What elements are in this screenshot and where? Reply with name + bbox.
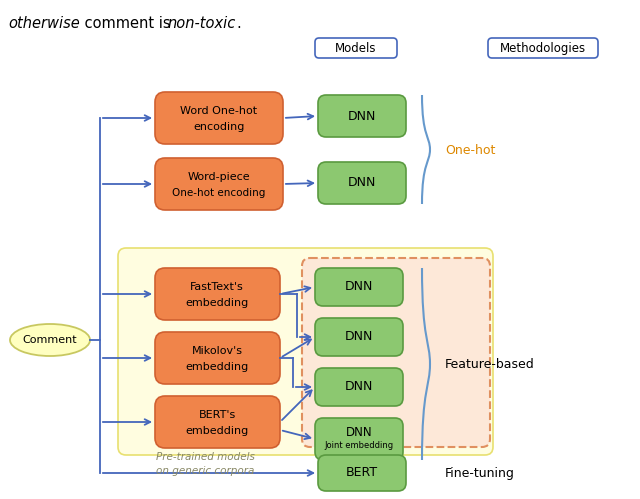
Text: Methodologies: Methodologies [500, 41, 586, 54]
Text: .: . [236, 16, 241, 31]
Text: comment is: comment is [80, 16, 175, 31]
FancyBboxPatch shape [315, 318, 403, 356]
Text: BERT: BERT [346, 467, 378, 480]
FancyBboxPatch shape [488, 38, 598, 58]
Text: DNN: DNN [345, 280, 373, 293]
Text: Comment: Comment [22, 335, 77, 345]
FancyBboxPatch shape [318, 455, 406, 491]
FancyBboxPatch shape [155, 268, 280, 320]
Text: encoding: encoding [193, 122, 244, 132]
FancyBboxPatch shape [302, 258, 490, 447]
Text: Pre-trained models: Pre-trained models [156, 452, 255, 462]
FancyBboxPatch shape [315, 38, 397, 58]
Text: Mikolov's: Mikolov's [191, 346, 243, 356]
Text: One-hot: One-hot [445, 144, 495, 157]
Text: embedding: embedding [186, 298, 248, 308]
FancyBboxPatch shape [155, 396, 280, 448]
Text: otherwise: otherwise [8, 16, 80, 31]
Text: embedding: embedding [186, 362, 248, 372]
Text: DNN: DNN [345, 330, 373, 343]
Text: DNN: DNN [348, 177, 376, 190]
Text: DNN: DNN [348, 109, 376, 122]
Text: One-hot encoding: One-hot encoding [172, 188, 266, 198]
Text: non-toxic: non-toxic [167, 16, 236, 31]
Text: Fine-tuning: Fine-tuning [445, 467, 515, 480]
Text: Word-piece: Word-piece [188, 172, 250, 182]
FancyBboxPatch shape [118, 248, 493, 455]
FancyBboxPatch shape [315, 418, 403, 460]
Text: FastText's: FastText's [190, 282, 244, 292]
FancyBboxPatch shape [315, 268, 403, 306]
Text: embedding: embedding [186, 426, 248, 436]
FancyBboxPatch shape [155, 332, 280, 384]
Text: Models: Models [335, 41, 377, 54]
FancyBboxPatch shape [155, 92, 283, 144]
FancyBboxPatch shape [155, 158, 283, 210]
Text: DNN: DNN [346, 426, 372, 439]
Text: on generic corpora: on generic corpora [156, 466, 254, 476]
Text: DNN: DNN [345, 381, 373, 394]
FancyBboxPatch shape [318, 162, 406, 204]
Text: BERT's: BERT's [198, 410, 236, 420]
FancyBboxPatch shape [318, 95, 406, 137]
Ellipse shape [10, 324, 90, 356]
Text: Word One-hot: Word One-hot [180, 106, 257, 116]
FancyBboxPatch shape [315, 368, 403, 406]
Text: Joint embedding: Joint embedding [324, 442, 394, 451]
Text: Feature-based: Feature-based [445, 357, 535, 370]
